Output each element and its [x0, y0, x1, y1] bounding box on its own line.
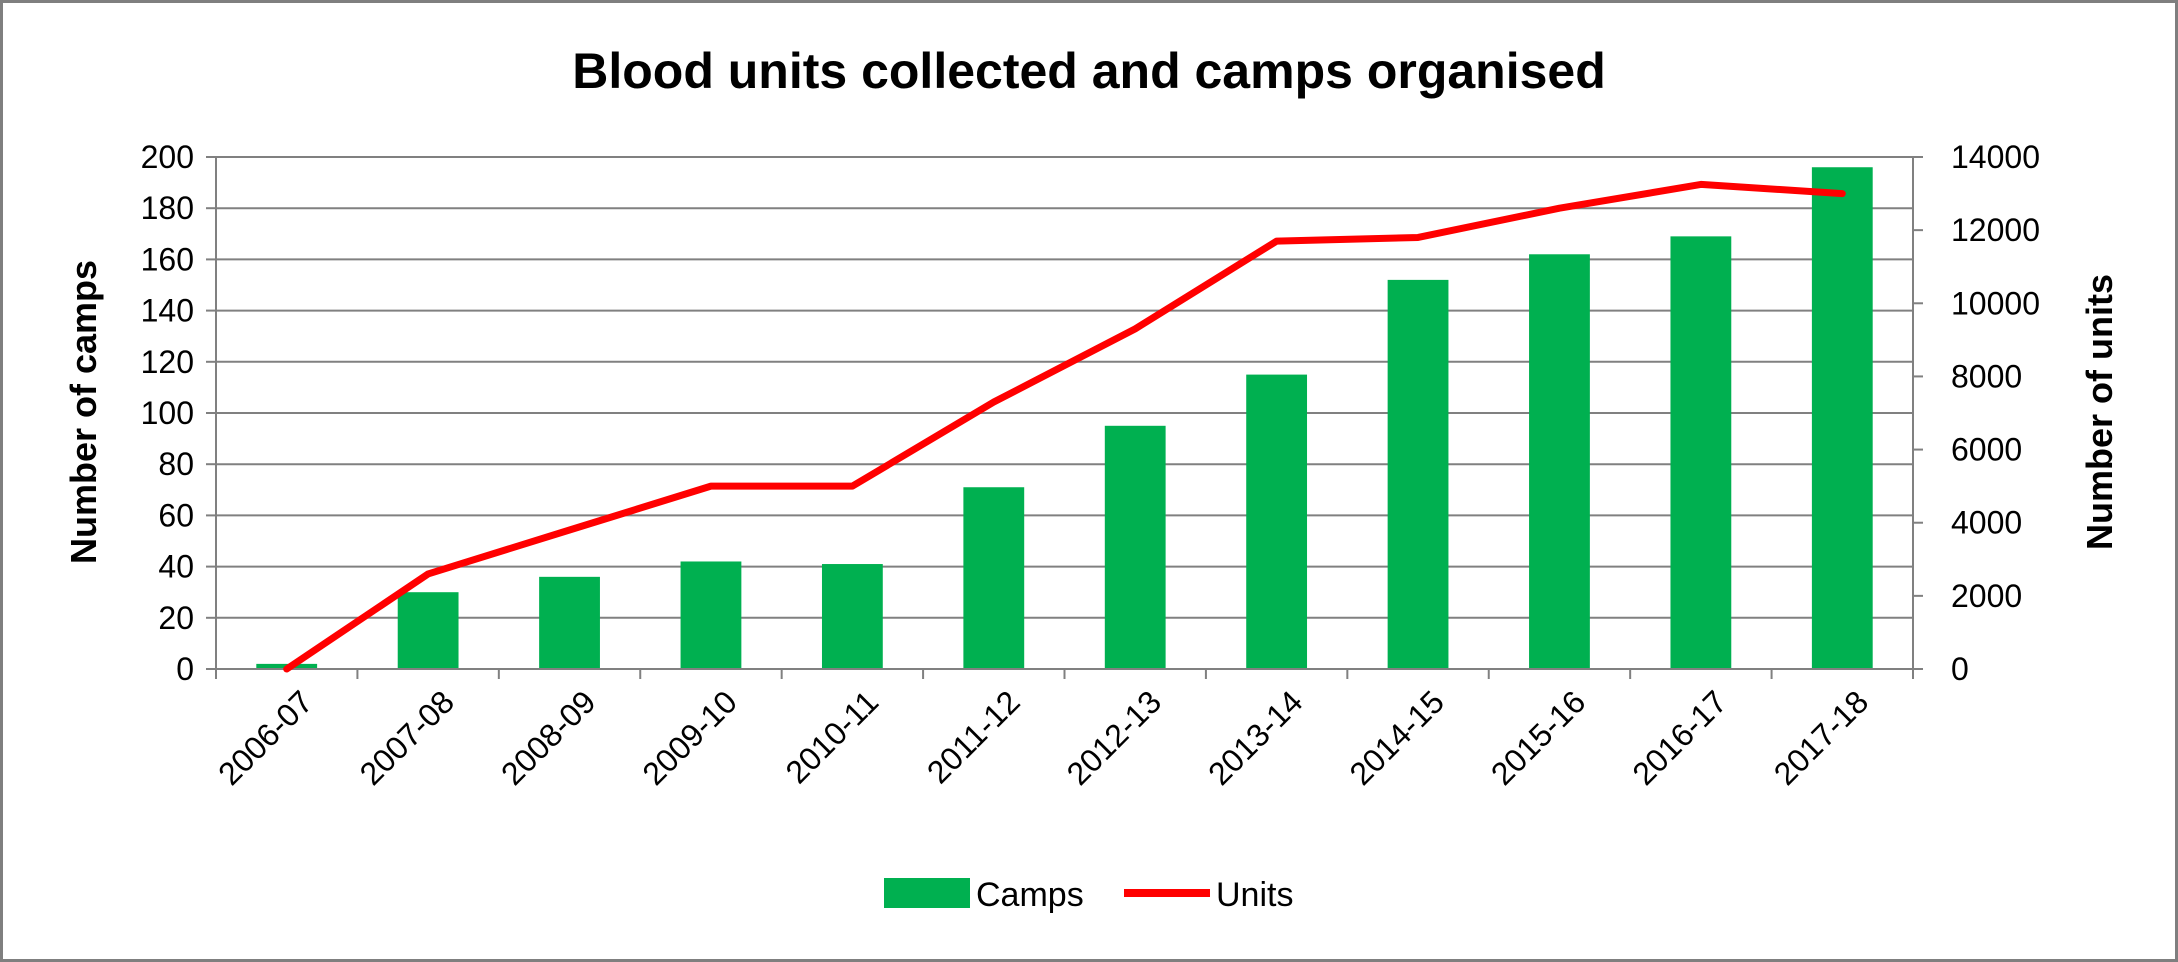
y-left-tick-label: 120	[141, 344, 194, 380]
right-axis-ticks: 0 2000 4000 6000 8000 10000 12000 14000	[1951, 139, 2040, 687]
point-units	[427, 573, 429, 575]
y-right-tick-label: 2000	[1951, 578, 2022, 614]
y-axis-right-label: Number of units	[2079, 274, 2120, 550]
bar-camps	[1529, 254, 1590, 669]
x-tick-label: 2012-13	[1060, 683, 1168, 791]
y-left-tick-label: 140	[141, 293, 194, 329]
point-units	[993, 401, 995, 403]
bar-camps	[1670, 236, 1732, 670]
x-tick-label: 2008-09	[494, 683, 602, 791]
bar-camps	[680, 561, 742, 669]
point-units	[1558, 207, 1560, 209]
left-axis-ticks: 0 20 40 60 80 100 120 140 160 180 200	[141, 139, 194, 687]
x-tick-label: 2014-15	[1342, 683, 1450, 791]
y-left-tick-label: 60	[158, 497, 194, 533]
point-units	[1700, 183, 1702, 185]
x-tick-label: 2017-18	[1767, 683, 1875, 791]
y-right-tick-label: 8000	[1951, 358, 2022, 394]
bar-camps	[963, 487, 1025, 669]
x-tick-label: 2009-10	[635, 683, 743, 791]
x-tick-label: 2016-17	[1625, 683, 1733, 791]
point-units	[286, 668, 288, 670]
bar-camps	[1104, 425, 1166, 669]
bar-camps	[821, 564, 883, 669]
y-left-tick-label: 20	[158, 600, 194, 636]
y-left-tick-label: 100	[141, 395, 194, 431]
gridlines	[216, 156, 1913, 670]
point-units	[1841, 193, 1843, 195]
bar-camps	[1811, 167, 1873, 670]
legend: Camps Units	[884, 876, 1293, 914]
point-units	[1134, 328, 1136, 330]
point-units	[569, 529, 571, 531]
x-tick-label: 2007-08	[353, 683, 461, 791]
y-right-tick-label: 14000	[1951, 139, 2040, 175]
x-tick-label: 2015-16	[1484, 683, 1592, 791]
bar-camps	[1387, 279, 1449, 669]
point-units	[1417, 236, 1419, 238]
y-left-tick-label: 160	[141, 241, 194, 277]
x-tick-label: 2011-12	[920, 683, 1027, 790]
y-left-tick-label: 200	[141, 139, 194, 175]
x-tick-label: 2006-07	[211, 683, 319, 791]
bar-camps	[539, 576, 600, 669]
axes	[206, 156, 1923, 679]
y-axis-left-label: Number of camps	[63, 260, 104, 564]
x-tick-label: 2010-11	[779, 683, 886, 790]
y-right-tick-label: 12000	[1951, 212, 2040, 248]
y-left-tick-label: 80	[158, 446, 194, 482]
legend-label-units: Units	[1216, 876, 1293, 914]
line-series-units	[283, 180, 1846, 673]
bar-camps	[397, 592, 459, 669]
y-left-tick-label: 180	[141, 190, 194, 226]
point-units	[1276, 240, 1278, 242]
legend-swatch-camps	[884, 878, 970, 908]
chart-title: Blood units collected and camps organise…	[572, 43, 1606, 99]
y-left-tick-label: 0	[176, 651, 194, 687]
y-right-tick-label: 10000	[1951, 285, 2040, 321]
bar-series-camps	[256, 167, 1873, 670]
point-units	[851, 485, 853, 487]
x-tick-label: 2013-14	[1201, 683, 1309, 791]
line-units	[283, 180, 1846, 673]
y-left-tick-label: 40	[158, 549, 194, 585]
y-right-tick-label: 0	[1951, 651, 1969, 687]
legend-label-camps: Camps	[976, 876, 1084, 914]
y-right-tick-label: 6000	[1951, 432, 2022, 468]
y-right-tick-label: 4000	[1951, 505, 2022, 541]
bar-camps	[1246, 374, 1308, 669]
x-axis-ticks: 2006-07 2007-08 2008-09 2009-10 2010-11 2011-…	[211, 683, 1875, 791]
point-units	[710, 485, 712, 487]
